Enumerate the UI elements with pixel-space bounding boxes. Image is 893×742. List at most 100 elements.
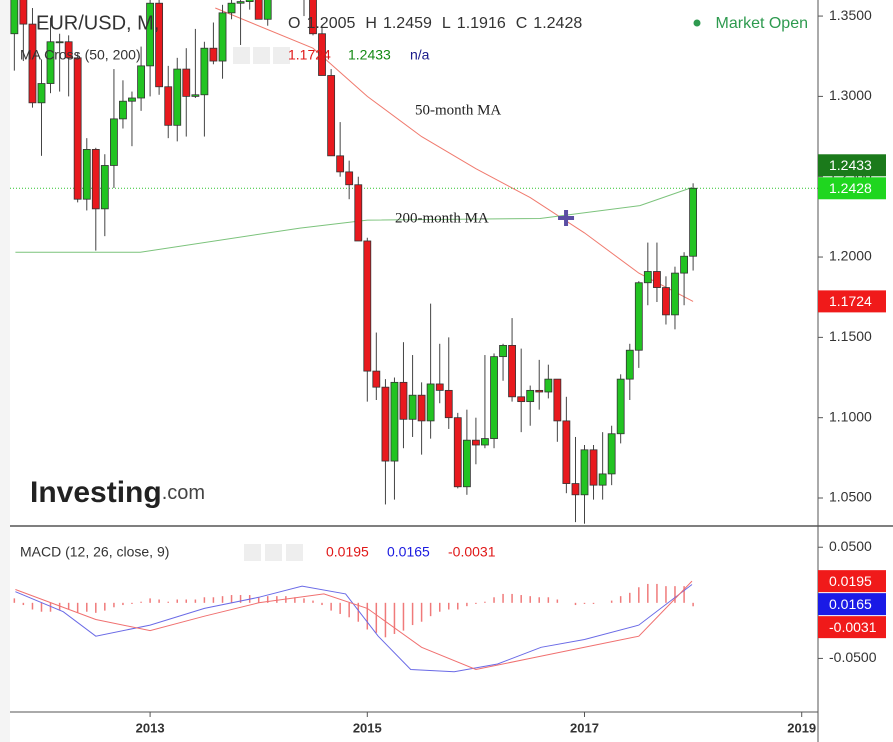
settings-icon[interactable] <box>265 544 282 561</box>
candle-body <box>10 0 19 35</box>
candle-body <box>309 0 317 35</box>
candle-body <box>517 396 526 403</box>
candle-body <box>200 47 209 96</box>
logo: Investing.com <box>30 476 205 509</box>
candle-body <box>589 449 598 486</box>
close-icon[interactable] <box>273 47 290 64</box>
y-tick-label: 1.1000 <box>829 408 872 424</box>
price-tag <box>818 154 886 177</box>
candle-body <box>55 41 64 44</box>
candle-body <box>227 2 236 14</box>
price-tag <box>818 177 886 200</box>
settings-icon[interactable] <box>253 47 270 64</box>
logo-suffix: .com <box>162 482 205 504</box>
candle-body <box>481 438 489 446</box>
candle-body <box>82 149 91 200</box>
macd-legend-value: -0.0031 <box>448 544 496 560</box>
candle-body <box>245 0 254 3</box>
logo-main: Investing <box>30 476 162 509</box>
macd-legend-value: 0.0195 <box>326 544 369 560</box>
candle-body <box>263 0 272 20</box>
candle-body <box>155 2 164 88</box>
candle-body <box>91 149 100 210</box>
ma-legend-value: n/a <box>410 47 430 63</box>
close-icon[interactable] <box>286 544 303 561</box>
candle-body <box>236 1 245 4</box>
macd-legend-value: 0.0165 <box>387 544 430 560</box>
axes: 1.35001.30001.25001.20001.15001.10001.05… <box>136 7 886 735</box>
moving-average <box>15 187 693 253</box>
x-tick-label: 2013 <box>136 720 165 735</box>
candle-body <box>499 344 507 358</box>
candle-body <box>598 473 607 486</box>
ohlc-key: O <box>288 15 300 32</box>
price-tag <box>818 290 886 313</box>
y-tick-label: 1.2000 <box>829 248 872 264</box>
candle-body <box>100 165 109 210</box>
candle-body <box>318 33 326 76</box>
candle-body <box>354 184 363 242</box>
candle-body <box>191 94 200 97</box>
candle-body <box>110 118 118 166</box>
candle-body <box>444 389 453 419</box>
candle-body <box>689 187 698 257</box>
market-status: Market Open <box>716 15 808 32</box>
price-tag-label: 0.0195 <box>829 573 872 589</box>
ma200-annotation: 200-month MA <box>395 210 489 226</box>
candle-body <box>616 378 625 435</box>
candle-body <box>535 389 544 393</box>
candle-body <box>390 381 399 462</box>
ma-legend-name: MA Cross (50, 200) <box>20 47 141 63</box>
status-dot <box>693 19 701 27</box>
price-tag-label: 1.2433 <box>829 157 872 173</box>
x-tick-label: 2017 <box>570 720 599 735</box>
candle-body <box>28 23 37 104</box>
ma-legend-value: 1.2433 <box>348 47 391 63</box>
candle-body <box>254 0 263 20</box>
candle-body <box>508 344 516 398</box>
candle-body <box>490 356 498 439</box>
price-tag-label: 1.1724 <box>829 293 872 309</box>
candle-body <box>372 370 381 388</box>
scroll-handle <box>0 0 10 742</box>
y-tick-label: 1.3500 <box>829 7 872 23</box>
candle-body <box>345 171 354 186</box>
candle-body <box>680 255 688 274</box>
eye-icon[interactable] <box>233 47 250 64</box>
candle-body <box>119 100 127 120</box>
candle-body <box>580 449 589 496</box>
eye-icon[interactable] <box>244 544 261 561</box>
candle-body <box>209 47 218 62</box>
candle-body <box>46 41 55 84</box>
y-tick-label: 1.3000 <box>829 87 872 103</box>
ohlc-key: H <box>365 15 377 32</box>
candle-body <box>526 389 535 403</box>
ohlc-legend: O 1.2005 H 1.2459 L 1.1916 C 1.2428 <box>288 15 582 32</box>
indicator-icons[interactable] <box>233 47 290 64</box>
cross-marker <box>558 210 575 226</box>
candle-body <box>671 272 679 316</box>
y-tick-label: 1.1500 <box>829 328 872 344</box>
ma-legend-value: 1.1724 <box>288 47 331 63</box>
macd-icons[interactable] <box>244 544 303 561</box>
candle-body <box>137 65 145 99</box>
candle-body <box>643 271 652 284</box>
candle-body <box>625 349 634 380</box>
candle-body <box>435 383 444 391</box>
ohlc-key: L <box>442 15 451 32</box>
candle-body <box>37 83 46 104</box>
candle-body <box>653 271 661 288</box>
candle-body <box>164 86 173 126</box>
candle-body <box>399 381 408 420</box>
main-pane <box>10 0 818 524</box>
price-tag <box>818 593 886 616</box>
price-tag <box>818 570 886 593</box>
candle-body <box>327 75 336 157</box>
price-tag-label: -0.0031 <box>829 619 877 635</box>
ohlc-key: C <box>516 15 528 32</box>
candle-body <box>336 155 345 173</box>
y-tick-label: -0.0500 <box>829 649 877 665</box>
x-tick-label: 2015 <box>353 720 382 735</box>
candle-body <box>363 240 372 372</box>
